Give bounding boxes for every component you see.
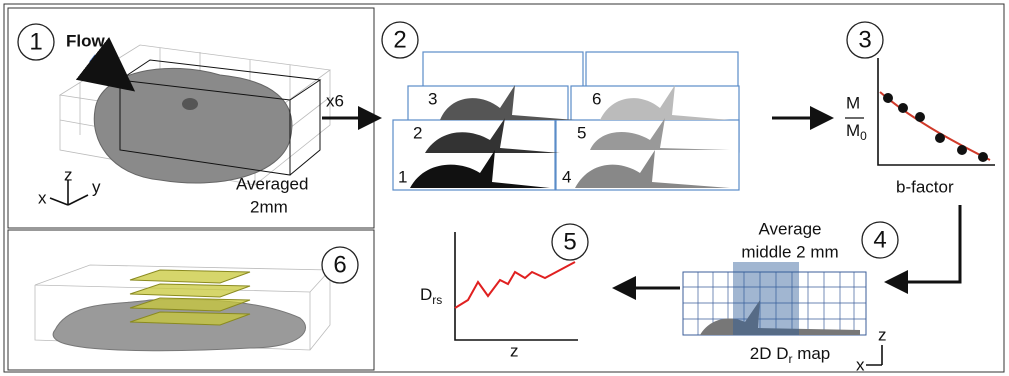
- panel-3: 3 M M0 b-factor: [845, 22, 995, 196]
- axis-label: z: [878, 325, 887, 344]
- panel-2: 2 1 2 3 4 5 6: [382, 22, 739, 190]
- y-label: Drs: [420, 285, 442, 307]
- axis-label: y: [92, 177, 101, 196]
- slice-label: 1: [398, 167, 407, 186]
- panel-number: 6: [333, 251, 346, 278]
- fit-curve: [880, 92, 990, 160]
- panel-number: 2: [393, 26, 406, 53]
- x-label: z: [510, 341, 519, 360]
- panel-number: 4: [873, 226, 886, 253]
- panel-number: 3: [858, 26, 871, 53]
- bump: [182, 98, 198, 110]
- arrow: [890, 205, 960, 282]
- flow-label: Flow: [66, 31, 105, 50]
- trend-line: [455, 262, 575, 308]
- caption: 2mm: [250, 197, 288, 216]
- panel-number: 5: [563, 228, 576, 255]
- caption: middle 2 mm: [741, 242, 838, 261]
- panel-6: 6: [8, 230, 374, 370]
- layers: [130, 270, 250, 325]
- axes: [866, 345, 882, 365]
- middle-band: [733, 262, 799, 335]
- axes: [878, 58, 995, 165]
- panel-1: 1 Flow Averaged 2mm x z y: [8, 8, 374, 228]
- slice-label: 5: [577, 123, 586, 142]
- slice-label: 6: [592, 89, 601, 108]
- multiplier: x6: [326, 91, 344, 110]
- y-label: M0: [846, 121, 867, 143]
- caption: Averaged: [236, 174, 308, 193]
- slice-label: 2: [413, 123, 422, 142]
- panel-4: 4 Average middle 2 mm 2D Dr map z x: [683, 219, 898, 374]
- figure: 1 Flow Averaged 2mm x z y x6 2 1 2 3 4 5…: [0, 0, 1009, 376]
- slice-label: 4: [562, 167, 571, 186]
- axis-label: z: [64, 165, 73, 184]
- panel-number: 1: [29, 28, 42, 55]
- axis-label: x: [856, 355, 865, 374]
- panel-5: 5 Drs z: [420, 224, 588, 360]
- x-label: b-factor: [896, 177, 954, 196]
- y-label: M: [846, 93, 860, 112]
- map-label: 2D Dr map: [750, 344, 831, 366]
- axis-label: x: [38, 188, 47, 207]
- slice-label: 3: [428, 89, 437, 108]
- caption: Average: [758, 219, 821, 238]
